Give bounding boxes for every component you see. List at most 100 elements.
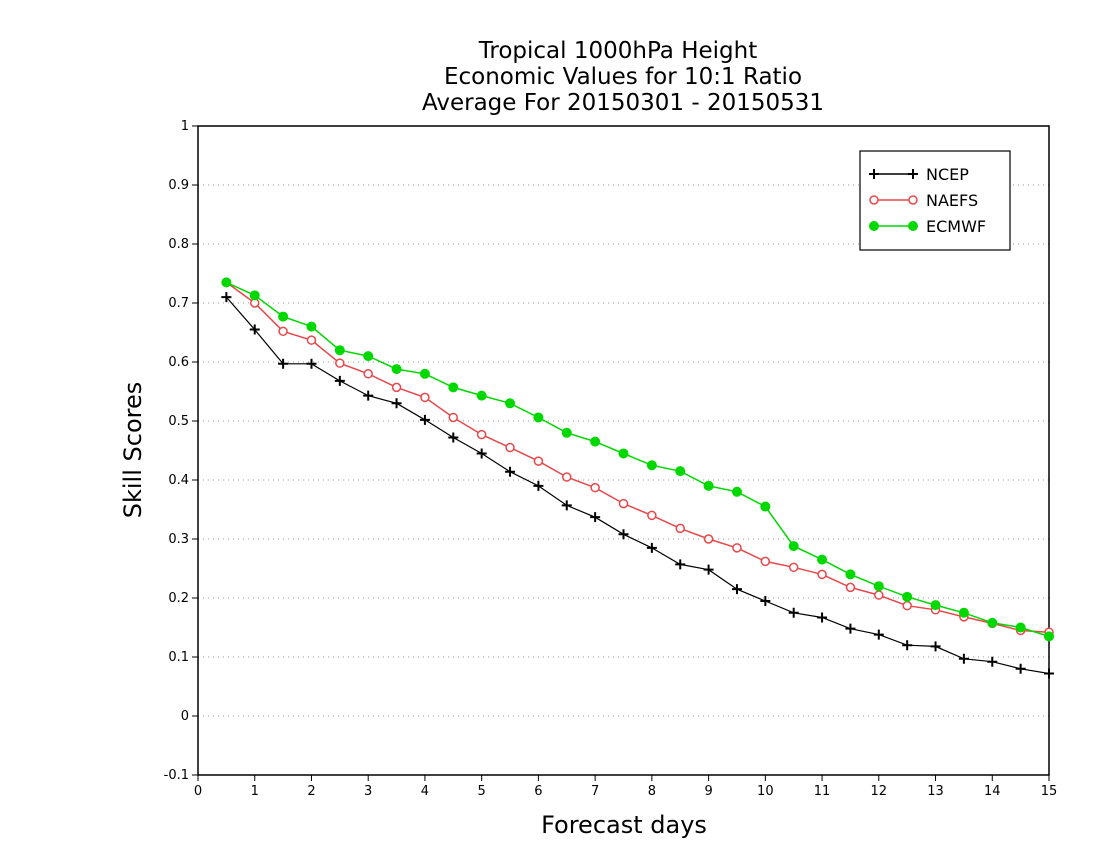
x-tick-label: 6 xyxy=(534,784,542,799)
plot-frame xyxy=(197,125,1050,776)
series-line xyxy=(225,296,1050,675)
legend-item-naefs: NAEFS xyxy=(869,191,978,210)
x-tick-label: 11 xyxy=(814,784,831,799)
x-tick-label: 15 xyxy=(1041,784,1058,799)
data-point xyxy=(675,559,686,570)
data-point xyxy=(845,623,856,634)
data-point xyxy=(1015,663,1026,674)
data-point xyxy=(306,358,317,369)
data-point xyxy=(334,345,345,356)
x-axis-ticks: 0 1 2 3 4 5 6 7 8 9 10 11 12 13 14 15 xyxy=(194,775,1057,799)
y-tick-label: 0.6 xyxy=(168,355,189,370)
data-point xyxy=(476,429,487,440)
data-point xyxy=(646,542,657,553)
x-tick-label: 4 xyxy=(421,784,429,799)
data-point xyxy=(505,398,516,409)
data-point xyxy=(788,541,799,552)
x-axis-label: Forecast days xyxy=(541,811,707,839)
chart-title-line-2: Economic Values for 10:1 Ratio xyxy=(444,64,802,90)
x-tick-label: 10 xyxy=(757,784,774,799)
y-axis-label: Skill Scores xyxy=(119,382,147,519)
data-point xyxy=(618,529,629,540)
data-point xyxy=(930,641,941,652)
data-point xyxy=(1044,668,1054,679)
data-point xyxy=(647,510,657,521)
data-point xyxy=(363,369,373,379)
data-point xyxy=(306,321,317,332)
legend-item-ecmwf: ECMWF xyxy=(869,217,986,236)
x-tick-label: 2 xyxy=(307,784,315,799)
x-tick-label: 3 xyxy=(364,784,372,799)
data-point xyxy=(363,390,374,401)
data-point xyxy=(874,590,884,600)
x-tick-label: 8 xyxy=(648,784,656,799)
legend: NCEP NAEFS ECMWF xyxy=(859,150,1011,251)
x-tick-label: 1 xyxy=(251,784,259,799)
series-group xyxy=(221,277,1054,679)
data-point xyxy=(817,554,828,565)
data-point xyxy=(618,498,629,509)
y-tick-label: 0.7 xyxy=(168,296,189,311)
data-point xyxy=(420,392,430,403)
data-point xyxy=(590,512,601,523)
data-point xyxy=(703,564,714,575)
y-tick-label: 0.8 xyxy=(168,237,189,252)
y-tick-label: 0.1 xyxy=(168,650,189,665)
data-point xyxy=(1044,631,1054,642)
y-axis-ticks: -0.1 0 0.1 0.2 0.3 0.4 0.5 0.6 0.7 0.8 0.9 1 xyxy=(164,119,198,783)
data-point xyxy=(221,292,232,303)
data-point xyxy=(334,375,345,386)
data-point xyxy=(278,358,289,369)
data-point xyxy=(760,595,771,606)
data-point xyxy=(278,326,288,337)
data-point xyxy=(987,656,998,667)
data-point xyxy=(817,569,827,580)
data-point xyxy=(958,653,969,664)
data-point xyxy=(760,556,771,567)
data-point xyxy=(703,480,714,491)
data-point xyxy=(533,456,544,466)
data-point xyxy=(902,600,912,611)
data-point xyxy=(448,412,459,423)
series-line xyxy=(226,281,1050,638)
chart-title-line-3: Average For 20150301 - 20150531 xyxy=(422,90,824,116)
data-point xyxy=(335,358,345,368)
data-point xyxy=(731,584,742,595)
x-tick-label: 5 xyxy=(478,784,486,799)
data-point xyxy=(958,607,969,618)
data-point xyxy=(930,600,941,611)
y-tick-label: 0.9 xyxy=(168,178,189,193)
data-point xyxy=(869,169,879,179)
data-point xyxy=(873,581,884,592)
x-tick-label: 0 xyxy=(194,784,202,799)
y-tick-label: 0.2 xyxy=(168,591,189,606)
data-point xyxy=(908,221,918,231)
data-point xyxy=(505,442,515,453)
data-point xyxy=(675,466,686,477)
series-line xyxy=(225,281,1050,633)
legend-label: NAEFS xyxy=(926,191,978,210)
data-point xyxy=(788,607,799,618)
data-point xyxy=(731,486,742,497)
data-point xyxy=(448,382,459,393)
data-point xyxy=(505,466,516,477)
data-point xyxy=(845,569,856,580)
y-tick-label: 1 xyxy=(181,119,189,134)
data-point xyxy=(306,335,317,345)
data-point xyxy=(1015,622,1026,633)
y-tick-label: 0 xyxy=(181,709,189,724)
legend-item-ncep: NCEP xyxy=(869,165,969,184)
legend-label: NCEP xyxy=(926,165,969,184)
data-point xyxy=(476,390,487,401)
data-point xyxy=(448,432,459,443)
data-point xyxy=(391,364,402,375)
data-point xyxy=(391,382,402,393)
data-point xyxy=(419,368,430,379)
legend-label: ECMWF xyxy=(926,217,986,236)
series-ncep xyxy=(221,292,1054,679)
data-point xyxy=(221,277,232,288)
data-point xyxy=(908,169,918,179)
data-point xyxy=(533,412,544,423)
data-point xyxy=(249,324,260,335)
